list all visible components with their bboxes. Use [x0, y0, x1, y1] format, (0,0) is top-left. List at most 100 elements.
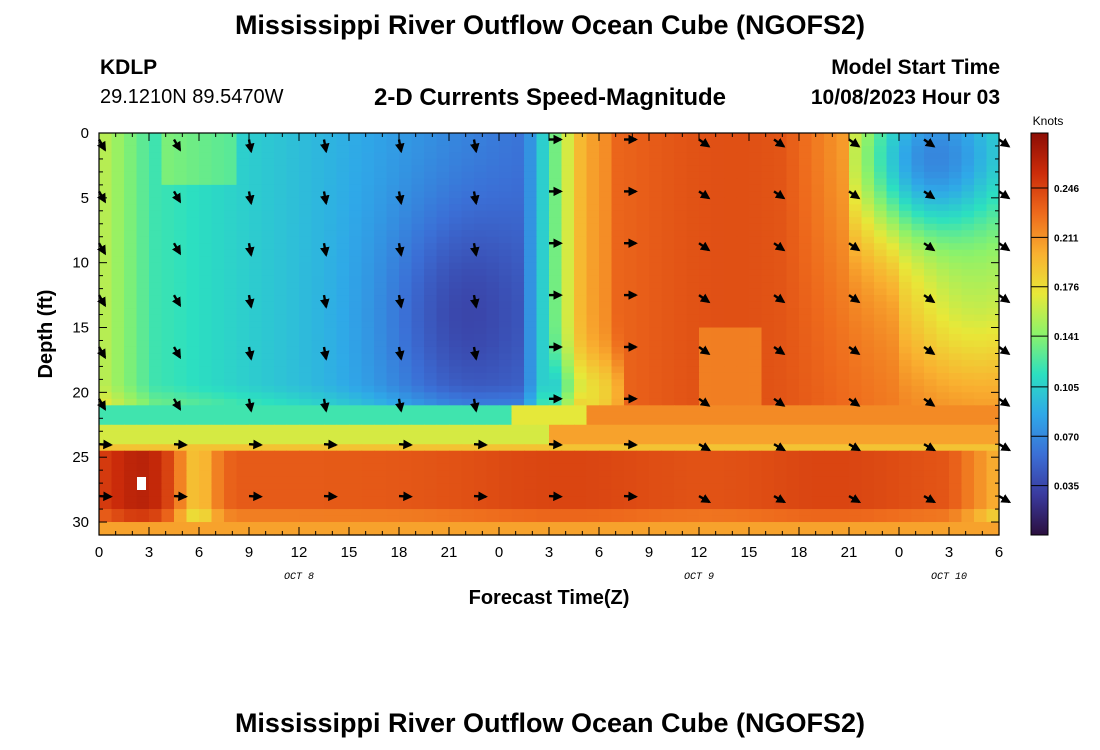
heatmap-cell — [136, 230, 150, 238]
heatmap-cell — [161, 522, 175, 530]
date-label: OCT 10 — [931, 572, 967, 583]
heatmap-cell — [486, 269, 500, 277]
heatmap-cell — [986, 133, 1000, 141]
heatmap-cell — [574, 139, 588, 147]
heatmap-cell — [536, 256, 550, 264]
heatmap-cell — [374, 489, 388, 497]
heatmap-cell — [761, 334, 775, 342]
heatmap-cell — [374, 346, 388, 355]
heatmap-cell — [474, 145, 488, 154]
heatmap-cell — [249, 275, 263, 283]
heatmap-cell — [886, 295, 900, 303]
heatmap-cell — [136, 165, 150, 173]
heatmap-cell — [786, 256, 800, 264]
heatmap-cell — [911, 139, 925, 147]
current-arrow — [395, 139, 405, 154]
heatmap-cell — [624, 282, 638, 290]
heatmap-cell — [436, 528, 450, 536]
heatmap-cell — [436, 197, 450, 205]
heatmap-cell — [274, 230, 288, 238]
heatmap-cell — [449, 230, 463, 238]
heatmap-cell — [861, 275, 875, 283]
heatmap-cell — [486, 217, 500, 225]
heatmap-cell — [249, 528, 263, 536]
heatmap-cell — [249, 463, 263, 471]
heatmap-cell — [599, 178, 613, 186]
heatmap-cell — [411, 437, 425, 445]
heatmap-cell — [786, 165, 800, 173]
heatmap-cell — [636, 379, 650, 387]
heatmap-cell — [536, 139, 550, 147]
heatmap-cell — [874, 411, 888, 419]
heatmap-cell — [586, 230, 600, 238]
heatmap-cell — [636, 411, 650, 419]
x-tick-label: 15 — [741, 544, 758, 561]
heatmap-cell — [711, 295, 725, 303]
heatmap-cell — [461, 269, 475, 277]
heatmap-cell — [886, 496, 900, 504]
heatmap-cell — [511, 204, 525, 212]
heatmap-cell — [811, 450, 825, 458]
heatmap-cell — [974, 165, 988, 173]
heatmap-cell — [586, 158, 600, 167]
heatmap-cell — [411, 217, 425, 225]
heatmap-cell — [261, 301, 275, 309]
heatmap-cell — [686, 314, 700, 322]
heatmap-cell — [136, 340, 150, 348]
heatmap-cell — [749, 217, 763, 225]
heatmap-cell — [761, 483, 775, 491]
heatmap-cell — [199, 178, 213, 186]
heatmap-cell — [586, 470, 600, 478]
heatmap-cell — [511, 470, 525, 478]
heatmap-cell — [699, 476, 713, 484]
heatmap-cell — [836, 470, 850, 478]
heatmap-cell — [649, 496, 663, 504]
heatmap-cell — [211, 392, 225, 400]
current-arrow — [470, 398, 480, 413]
heatmap-cell — [549, 522, 563, 530]
heatmap-cell — [299, 411, 313, 419]
heatmap-cell — [961, 444, 975, 452]
heatmap-cell — [199, 392, 213, 400]
heatmap-cell — [436, 165, 450, 173]
heatmap-cell — [861, 133, 875, 141]
heatmap-cell — [724, 178, 738, 186]
heatmap-cell — [511, 152, 525, 160]
heatmap-cell — [686, 346, 700, 355]
heatmap-cell — [424, 522, 438, 530]
heatmap-cell — [299, 470, 313, 478]
heatmap-cell — [936, 522, 950, 530]
heatmap-cell — [311, 236, 325, 244]
heatmap-cell — [924, 269, 938, 277]
heatmap-cell — [361, 411, 375, 419]
heatmap-cell — [336, 379, 350, 387]
heatmap-cell — [474, 405, 488, 413]
heatmap-cell — [761, 515, 775, 523]
heatmap-cell — [949, 184, 963, 192]
heatmap-cell — [549, 483, 563, 491]
heatmap-cell — [199, 476, 213, 484]
heatmap-cell — [624, 275, 638, 283]
heatmap-cell — [186, 178, 200, 186]
heatmap-cell — [936, 158, 950, 167]
heatmap-cell — [449, 295, 463, 303]
heatmap-cell — [486, 184, 500, 192]
heatmap-cell — [936, 483, 950, 491]
heatmap-cell — [486, 204, 500, 212]
heatmap-cell — [99, 359, 113, 368]
heatmap-cell — [924, 405, 938, 413]
heatmap-cell — [599, 256, 613, 264]
heatmap-cell — [986, 437, 1000, 445]
heatmap-cell — [824, 236, 838, 244]
heatmap-cell — [874, 321, 888, 329]
heatmap-cell — [674, 405, 688, 413]
heatmap-cell — [111, 405, 125, 413]
heatmap-cell — [561, 418, 575, 426]
heatmap-cell — [724, 133, 738, 141]
heatmap-cell — [836, 353, 850, 361]
heatmap-cell — [449, 353, 463, 361]
heatmap-cell — [386, 301, 400, 309]
heatmap-cell — [749, 528, 763, 536]
heatmap-cell — [786, 327, 800, 335]
heatmap-cell — [261, 308, 275, 316]
